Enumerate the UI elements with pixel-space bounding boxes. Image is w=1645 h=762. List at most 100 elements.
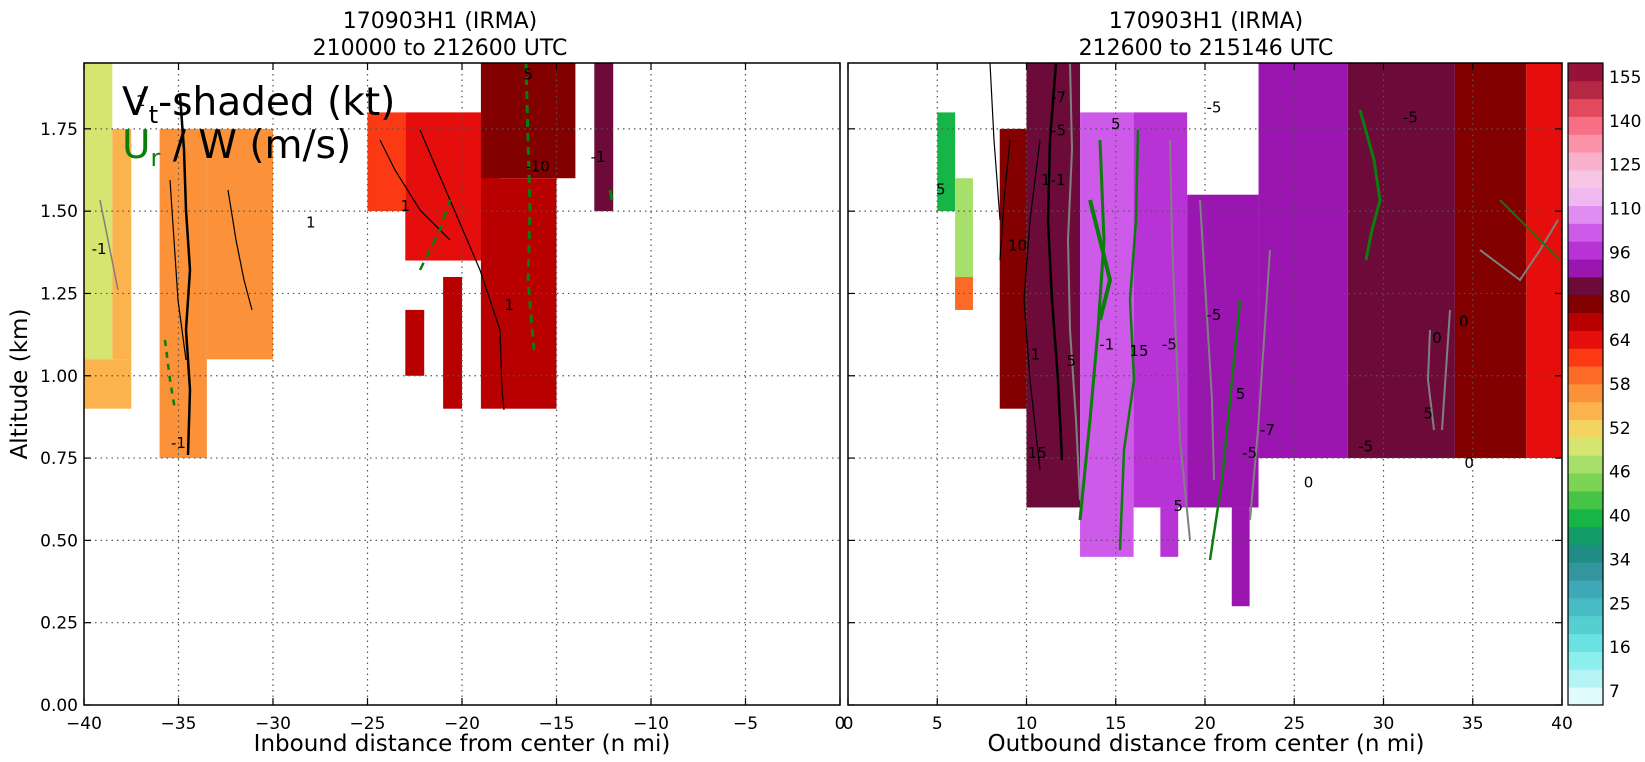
colorbar-label: 125	[1609, 156, 1641, 176]
contour-line	[1118, 129, 1140, 551]
contour-line	[1479, 219, 1559, 282]
contour-line	[1426, 329, 1435, 431]
colorbar-swatch	[1568, 170, 1603, 189]
colorbar-label: 7	[1609, 682, 1620, 702]
y-axis-label: Altitude (km)	[7, 309, 33, 460]
colorbar-swatch	[1568, 669, 1603, 688]
legend-annotation: Vt-shaded (kt) Ur / W (m/s)	[122, 80, 395, 172]
contour-line	[379, 139, 451, 241]
contour-line	[999, 139, 1011, 261]
shaded-cell	[112, 128, 132, 360]
colorbar-label: 58	[1609, 375, 1631, 395]
contour-line	[1046, 62, 1064, 461]
shaded-cell	[1133, 112, 1188, 508]
colorbar-label: 80	[1609, 287, 1631, 307]
x-tick-label: 25	[1283, 714, 1305, 734]
colorbar-label: 46	[1609, 463, 1631, 483]
contour-label: -5	[1162, 335, 1177, 353]
shaded-cell	[937, 112, 956, 212]
contour-label: 1	[504, 296, 514, 314]
contour-label: 5	[1066, 352, 1076, 370]
contour-label: -5	[1403, 108, 1418, 126]
annotation-main: shaded (kt)	[172, 80, 395, 125]
colorbar-swatch	[1568, 366, 1603, 385]
x-tick-label: −30	[255, 714, 291, 734]
contour-line	[608, 189, 614, 201]
contour-line	[169, 179, 187, 361]
inbound-panel: 170903H1 (IRMA) 210000 to 212600 UTC 1 -1…	[7, 9, 845, 757]
left-shaded-cells	[84, 63, 614, 459]
y-tick-label: 0.75	[40, 449, 78, 469]
contour-line	[989, 62, 1001, 221]
contour-line	[1208, 299, 1242, 561]
x-tick-label: 20	[1194, 714, 1216, 734]
left-contour-labels: 1 -1 1 -1 5 -10 1 -1 1	[92, 65, 606, 452]
outbound-panel: 170903H1 (IRMA) 212600 to 215146 UTC -7-…	[843, 9, 1573, 757]
colorbar-swatch	[1568, 152, 1603, 171]
colorbar-swatch	[1568, 348, 1603, 367]
contour-line	[1023, 139, 1041, 471]
colorbar-swatch	[1568, 437, 1603, 456]
colorbar-label: 155	[1609, 68, 1641, 88]
contour-label: 0	[1464, 454, 1474, 472]
left-title-line1: 170903H1 (IRMA)	[343, 9, 538, 34]
contour-line	[418, 199, 452, 271]
contour-label: 0	[1304, 474, 1314, 492]
left-x-axis-label: Inbound distance from center (n mi)	[254, 731, 671, 757]
colorbar-labels: 155 140 125 110 96 80 64 58 52 46 40 34 25 16 7	[1609, 68, 1641, 702]
shaded-cell	[1080, 112, 1134, 557]
annotation-line1: Vt-shaded (kt)	[122, 80, 395, 129]
y-tick-label: 0.25	[40, 614, 78, 634]
y-tick-label: 0.50	[40, 531, 78, 551]
shaded-cell	[1258, 63, 1348, 459]
contour-label: 5	[936, 181, 946, 199]
colorbar-swatch	[1568, 455, 1603, 474]
contour-label: 5	[1173, 497, 1183, 515]
colorbar-swatch	[1568, 116, 1603, 135]
x-tick-label: 40	[1551, 714, 1573, 734]
shaded-cell	[1231, 507, 1250, 607]
colorbar-swatches	[1568, 63, 1603, 706]
contour-label: -5	[1051, 121, 1066, 139]
x-tick-label: 30	[1373, 714, 1395, 734]
contour-line	[1358, 109, 1382, 261]
left-title-line2: 210000 to 212600 UTC	[313, 36, 568, 61]
colorbar-swatch	[1568, 526, 1603, 545]
contour-line	[1199, 199, 1215, 481]
colorbar-swatch	[1568, 633, 1603, 652]
x-tick-label: −10	[633, 714, 669, 734]
contour-label: 5	[523, 65, 533, 83]
colorbar-swatch	[1568, 562, 1603, 581]
colorbar-label: 110	[1609, 200, 1641, 220]
colorbar-label: 40	[1609, 507, 1631, 527]
colorbar-swatch	[1568, 473, 1603, 492]
x-tick-label: −25	[350, 714, 386, 734]
y-tick-label: 1.50	[40, 202, 78, 222]
colorbar-swatch	[1568, 544, 1603, 563]
colorbar-swatch	[1568, 205, 1603, 224]
contour-label: 1	[136, 92, 146, 110]
right-contour-lines	[989, 62, 1561, 561]
right-gridlines	[848, 63, 1562, 705]
contour-label: -5	[1206, 98, 1221, 116]
contour-label: -7	[1260, 421, 1275, 439]
colorbar-swatch	[1568, 330, 1603, 349]
shaded-cell	[1187, 194, 1259, 508]
annotation-var2: U	[122, 123, 151, 168]
contour-line	[1499, 199, 1561, 261]
y-tick-label: 1.25	[40, 284, 78, 304]
colorbar-swatch	[1568, 651, 1603, 670]
x-tick-label: −15	[539, 714, 575, 734]
colorbar-swatch	[1568, 491, 1603, 510]
annotation-sub2: r	[151, 144, 161, 172]
x-tick-label: −35	[161, 714, 197, 734]
colorbar-swatch	[1568, 63, 1603, 82]
colorbar-swatch	[1568, 277, 1603, 296]
colorbar-swatch	[1568, 687, 1603, 706]
y-tick-label: 1.00	[40, 367, 78, 387]
contour-label: -1	[171, 434, 186, 452]
shaded-cell	[1454, 63, 1527, 459]
contour-line	[163, 339, 177, 411]
colorbar-swatch	[1568, 401, 1603, 421]
